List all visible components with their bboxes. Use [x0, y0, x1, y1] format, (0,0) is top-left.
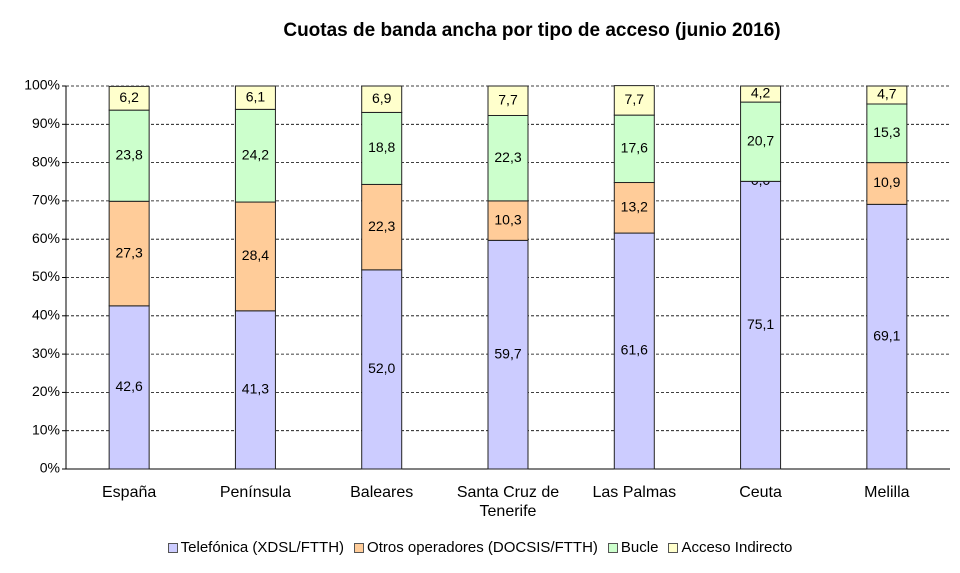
- bar-segment: [487, 85, 529, 116]
- legend-item: Otros operadores (DOCSIS/FTTH): [354, 539, 598, 556]
- legend: Telefónica (XDSL/FTTH) Otros operadores (…: [0, 539, 960, 556]
- y-tick-label: 80%: [32, 153, 60, 169]
- value-label: 52,0: [368, 360, 395, 376]
- legend-label: Bucle: [620, 539, 659, 556]
- chart-title: Cuotas de banda ancha por tipo de acceso…: [283, 20, 780, 41]
- value-label: 10,3: [494, 211, 521, 227]
- value-label: 15,3: [873, 124, 900, 140]
- y-tick-label: 90%: [32, 115, 60, 131]
- legend-swatch: [668, 542, 679, 553]
- y-tick-label: 20%: [32, 383, 60, 399]
- value-label: 18,8: [368, 139, 395, 155]
- value-label: 69,1: [873, 327, 900, 343]
- value-label: 28,4: [242, 247, 269, 263]
- value-label: 42,6: [116, 378, 143, 394]
- x-tick-label: Baleares: [350, 484, 414, 501]
- bar-segment: [108, 305, 150, 470]
- bar-segment: [234, 108, 276, 203]
- legend-swatch: [607, 542, 618, 553]
- value-label: 13,2: [621, 198, 648, 214]
- bar-segment: [361, 183, 403, 271]
- bar-segment: [740, 85, 782, 103]
- value-label: 7,7: [498, 91, 518, 107]
- legend-label: Telefónica (XDSL/FTTH): [180, 539, 345, 556]
- bar-segment: [234, 85, 276, 110]
- legend-label: Acceso Indirecto: [681, 539, 793, 556]
- x-tick-label: Las Palmas: [592, 484, 677, 501]
- y-tick-label: 0%: [40, 460, 60, 476]
- value-label: 6,2: [119, 89, 139, 105]
- value-label: 59,7: [494, 345, 521, 361]
- bar-segment: [740, 101, 782, 182]
- bar-segment: [361, 111, 403, 185]
- value-label: 10,9: [873, 174, 900, 190]
- value-label: 6,1: [246, 88, 266, 104]
- value-label: 23,8: [116, 146, 143, 162]
- legend-swatch: [167, 542, 178, 553]
- bar-segment: [234, 201, 276, 312]
- x-tick-label: Ceuta: [739, 484, 782, 501]
- bar-segment: [361, 85, 403, 113]
- y-tick-label: 50%: [32, 268, 60, 284]
- legend-label: Otros operadores (DOCSIS/FTTH): [367, 539, 598, 556]
- value-label: 75,1: [747, 316, 774, 332]
- value-label: 61,6: [621, 342, 648, 358]
- y-tick-label: 30%: [32, 345, 60, 361]
- value-label: 22,3: [368, 218, 395, 234]
- bar-segment: [108, 109, 150, 202]
- x-tick-label: Península: [219, 484, 291, 501]
- value-label: 24,2: [242, 146, 269, 162]
- value-label: 20,7: [747, 132, 774, 148]
- bar-segment: [234, 310, 276, 470]
- legend-item: Telefónica (XDSL/FTTH): [167, 539, 345, 556]
- bar-segment: [613, 85, 655, 116]
- bar-segment: [361, 269, 403, 470]
- value-label: 22,3: [494, 149, 521, 165]
- bar-segment: [108, 200, 150, 307]
- bar-segment: [487, 239, 529, 470]
- value-label: 4,2: [751, 85, 771, 101]
- bar-segment: [866, 85, 908, 105]
- legend-swatch: [354, 542, 365, 553]
- legend-item: Acceso Indirecto: [668, 539, 792, 556]
- value-label: 4,7: [877, 86, 897, 102]
- y-tick-label: 100%: [24, 77, 60, 93]
- x-tick-label: Melilla: [864, 484, 910, 501]
- legend-item: Bucle: [607, 539, 659, 556]
- value-label: 17,6: [621, 140, 648, 156]
- value-label: 41,3: [242, 381, 269, 397]
- value-label: 6,9: [372, 90, 392, 106]
- value-label: 7,7: [625, 91, 645, 107]
- x-tick-label: Santa Cruz de Tenerife: [456, 484, 560, 520]
- bar-segment: [613, 232, 655, 470]
- bar-segment: [866, 162, 908, 205]
- y-tick-label: 40%: [32, 307, 60, 323]
- bar-segment: [740, 180, 782, 470]
- y-tick-label: 70%: [32, 192, 60, 208]
- bar-segment: [866, 203, 908, 470]
- bar-segment: [108, 85, 150, 111]
- value-label: 27,3: [116, 244, 143, 260]
- y-tick-label: 10%: [32, 421, 60, 437]
- bar-segment: [613, 114, 655, 184]
- x-tick-label: España: [102, 484, 157, 501]
- y-tick-label: 60%: [32, 230, 60, 246]
